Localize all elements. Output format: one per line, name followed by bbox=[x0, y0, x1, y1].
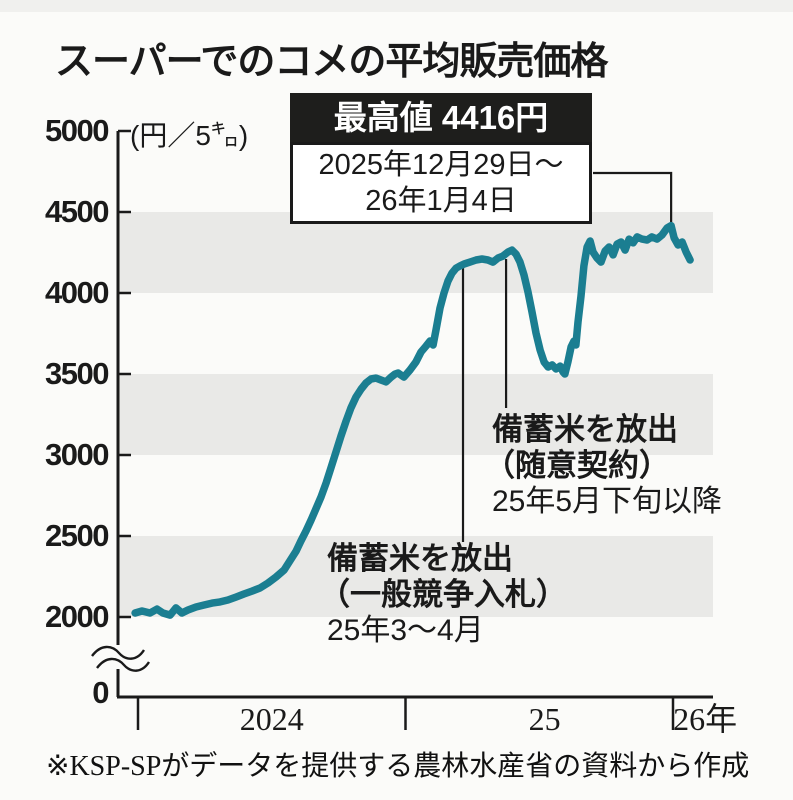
annotation-title: 備蓄米を放出 bbox=[492, 412, 678, 447]
y-axis-label: 2500 bbox=[45, 518, 109, 553]
y-axis-unit-label: (円／5㌔) bbox=[130, 120, 249, 151]
annotation-period: 25年3〜4月 bbox=[327, 614, 484, 647]
callout-period-line2: 26年1月4日 bbox=[365, 185, 517, 217]
x-axis-label: 26年 bbox=[673, 701, 738, 737]
axis-break-icon bbox=[91, 645, 146, 660]
price-line bbox=[131, 221, 694, 619]
annotation-subtitle: （一般競争入札） bbox=[319, 577, 567, 612]
grid-band bbox=[118, 374, 713, 455]
axis-break-icon bbox=[96, 657, 151, 672]
max-value-callout-period: 2025年12月29日〜 26年1月4日 bbox=[290, 142, 592, 224]
y-axis-label: 0 bbox=[92, 675, 109, 710]
source-note: ※KSP-SPがデータを提供する農林水産省の資料から作成 bbox=[46, 751, 750, 782]
annotation-reserve-rice-auction: 備蓄米を放出 （一般競争入札） 25年3〜4月 bbox=[319, 541, 567, 649]
callout-connector bbox=[593, 171, 673, 225]
y-axis-label: 5000 bbox=[45, 113, 109, 148]
callout-period-line1: 2025年12月29日〜 bbox=[318, 149, 564, 181]
x-axis-label: 2024 bbox=[239, 701, 304, 737]
y-axis-label: 2000 bbox=[45, 599, 109, 634]
y-axis-label: 3500 bbox=[45, 356, 109, 391]
annotation-reserve-rice-contract: 備蓄米を放出 （随意契約） 25年5月下旬以降 bbox=[484, 412, 723, 520]
x-axis-label: 25 bbox=[528, 701, 561, 737]
max-value-callout-header: 最高値 4416円 bbox=[290, 93, 592, 142]
y-axis-label: 4500 bbox=[45, 194, 109, 229]
annotation-period: 25年5月下旬以降 bbox=[492, 485, 723, 518]
annotation-title: 備蓄米を放出 bbox=[327, 541, 513, 576]
annotation-subtitle: （随意契約） bbox=[484, 448, 670, 483]
photo-edge-strip bbox=[0, 0, 793, 12]
page-title: スーパーでのコメの平均販売価格 bbox=[55, 41, 608, 83]
y-axis-label: 3000 bbox=[45, 437, 109, 472]
y-axis-label: 4000 bbox=[45, 275, 109, 310]
